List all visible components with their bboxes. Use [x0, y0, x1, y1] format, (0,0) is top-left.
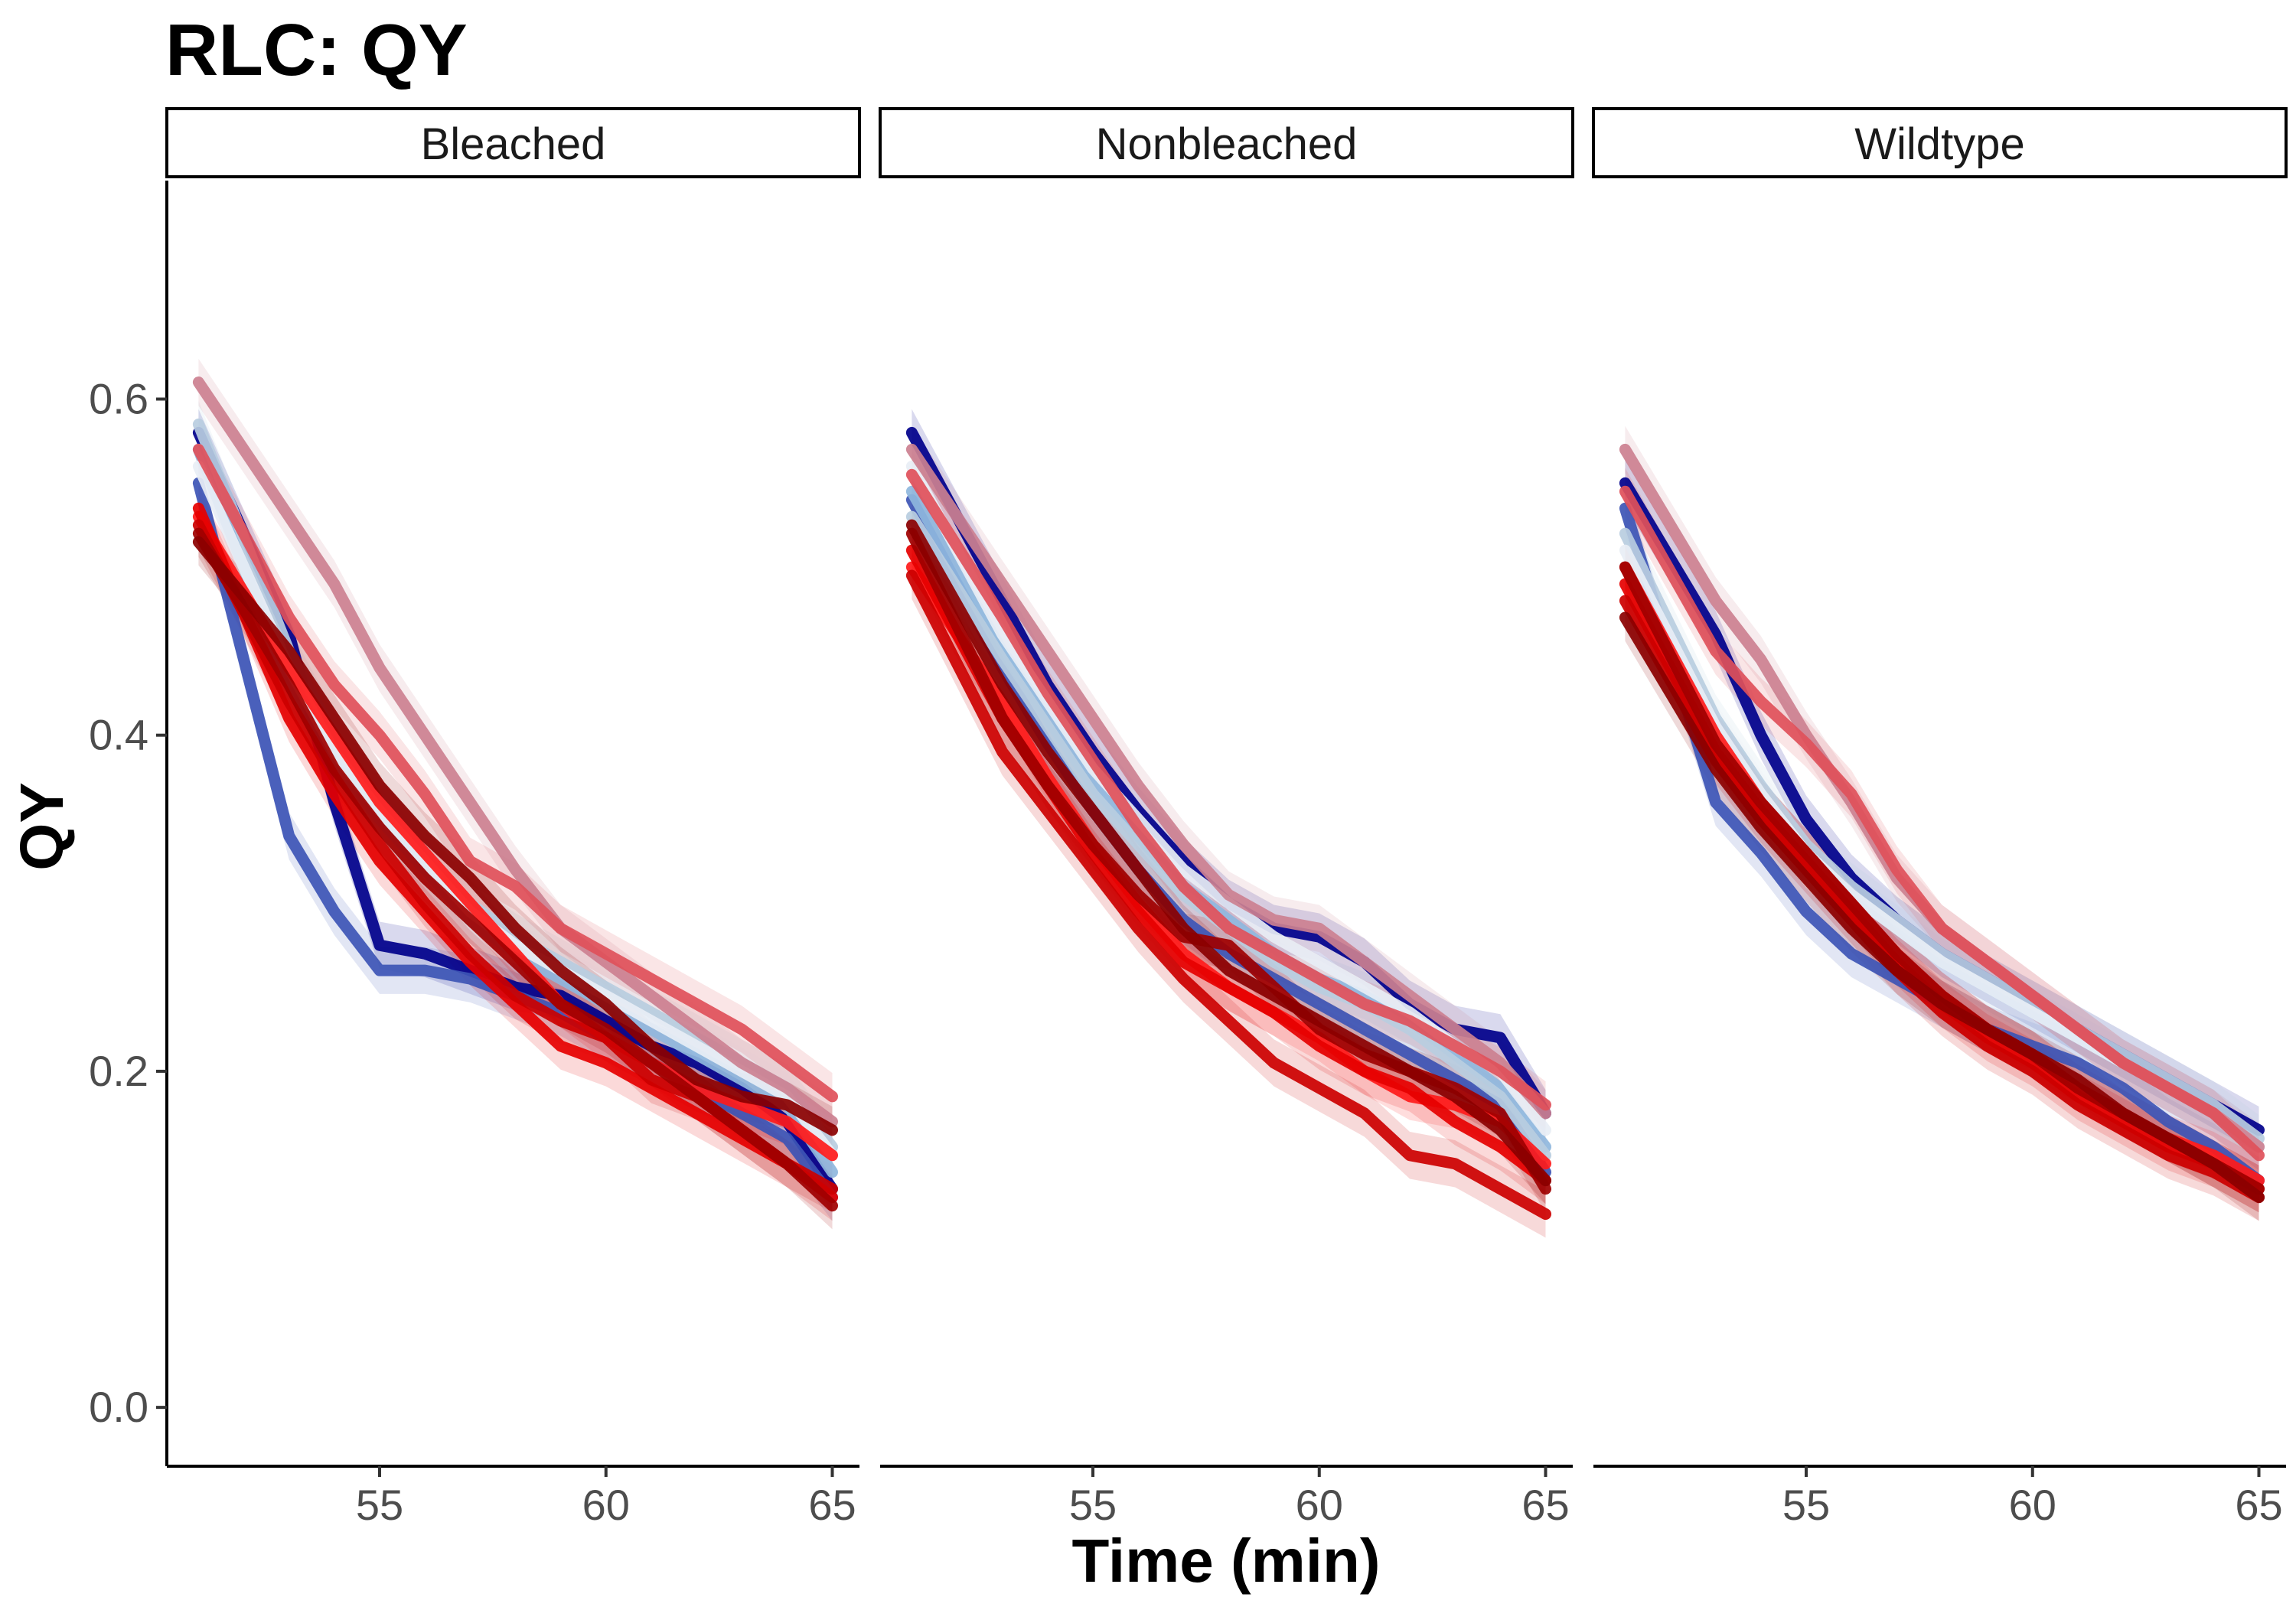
- x-tick-label: 60: [1296, 1481, 1343, 1529]
- series-line: [192, 502, 839, 1204]
- series-ribbon: [1625, 459, 2259, 1154]
- x-axis-title: Time (min): [1071, 1527, 1380, 1595]
- panel-wildtype: Wildtype 55 60 65: [1592, 107, 2288, 1529]
- y-axis-title: QY: [8, 782, 76, 871]
- strip-box: [879, 107, 1574, 178]
- x-tick-label: 65: [1521, 1481, 1569, 1529]
- panel-bleached: Bleached 55 60 65: [165, 107, 861, 1529]
- series-ribbon: [912, 552, 1546, 1238]
- series-line: [905, 527, 1552, 1195]
- strip-label: Nonbleached: [1096, 119, 1358, 169]
- x-tick-label: 60: [2009, 1481, 2056, 1529]
- x-tick-label: 55: [1069, 1481, 1117, 1529]
- strip-box: [1592, 107, 2288, 178]
- series-line: [1619, 611, 2265, 1204]
- x-tick-label: 55: [1782, 1481, 1830, 1529]
- y-tick-label: 0.2: [89, 1047, 148, 1095]
- y-tick-label: 0.6: [89, 374, 148, 422]
- series-line: [192, 443, 839, 1103]
- series-line: [192, 426, 839, 1195]
- series-line: [905, 569, 1552, 1221]
- panel-nonbleached: Nonbleached 55 60 65: [879, 107, 1574, 1529]
- series-ribbon: [912, 425, 1546, 1137]
- y-tick-label: 0.4: [89, 711, 148, 759]
- series-line: [905, 443, 1552, 1120]
- series-ribbon: [198, 501, 833, 1213]
- x-tick-label: 65: [808, 1481, 856, 1529]
- series-line: [1619, 485, 2265, 1162]
- series-line: [192, 527, 839, 1212]
- series-line: [192, 376, 839, 1128]
- facet-panels: 0.0 0.2 0.4 0.6 Bleached 55 60 65 Nonbleached 55 6…: [89, 107, 2288, 1529]
- strip-label: Bleached: [421, 119, 606, 169]
- series-line: [192, 536, 839, 1136]
- x-tick-label: 60: [582, 1481, 630, 1529]
- x-tick-label: 65: [2235, 1481, 2282, 1529]
- strip-box: [165, 107, 861, 178]
- chart-title: RLC: QY: [165, 9, 468, 91]
- series-line: [905, 519, 1552, 1187]
- series-line: [192, 460, 839, 1162]
- y-tick-label: 0.0: [89, 1383, 148, 1431]
- strip-label: Wildtype: [1854, 119, 2024, 169]
- series-ribbon: [198, 358, 833, 1146]
- series-line: [905, 468, 1552, 1111]
- x-tick-label: 55: [356, 1481, 403, 1529]
